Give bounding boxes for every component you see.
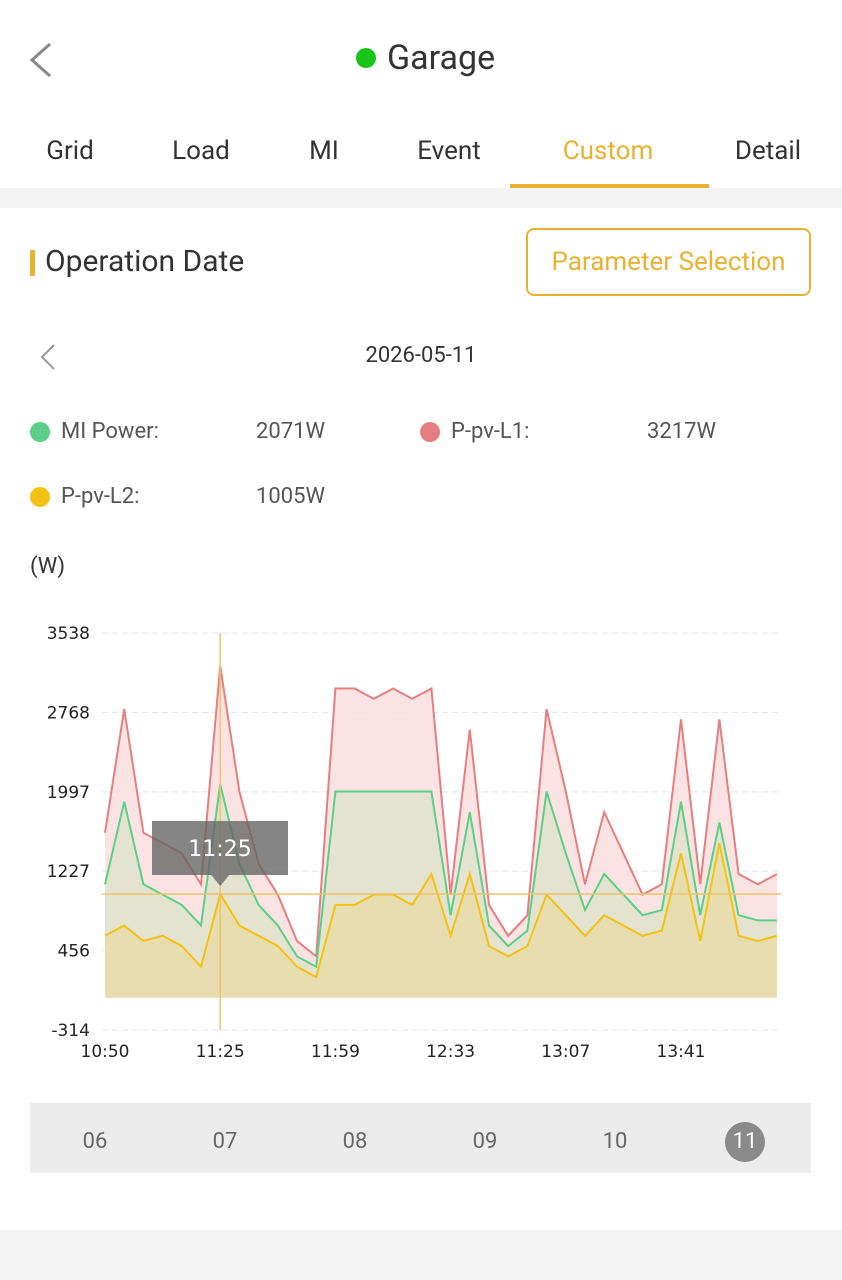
x-tick-label: 13:41 [657,1042,706,1062]
y-tick-label: 3538 [47,624,90,644]
day[interactable]: 10 [602,1129,628,1154]
y-axis-label: (W) [30,554,66,579]
divider [0,188,842,208]
area-fill [105,843,777,998]
x-tick-label: 11:59 [311,1042,360,1062]
tab[interactable]: Event [417,136,481,166]
tooltip-box [152,821,288,875]
legend-dot [30,487,50,507]
x-tick-label: 13:07 [541,1042,590,1062]
tab[interactable]: Detail [734,136,802,166]
series-line [104,783,777,969]
legend-name: MI Power: [61,419,159,444]
day[interactable]: 07 [212,1129,238,1154]
section-title: Operation Date [45,244,245,279]
parameter-button[interactable]: Parameter Selection [526,228,811,296]
legend-value: 1005W [256,484,325,509]
tab-underline [510,184,709,188]
day[interactable]: 08 [342,1129,368,1154]
legend-value: 3217W [647,419,716,444]
legend-value: 2071W [256,419,325,444]
y-tick-label: 2768 [47,703,90,723]
y-tick-label: -314 [51,1021,90,1041]
y-tick-label: 1227 [47,862,90,882]
x-tick-label: 12:33 [426,1042,475,1062]
legend-dot [420,422,440,442]
y-tick-label: 456 [58,942,90,962]
tooltip-text: 11:25 [188,837,251,862]
series-line [104,665,778,959]
legend-dot [30,422,50,442]
x-tick-label: 11:25 [196,1042,245,1062]
status-dot [356,48,376,68]
tab[interactable]: Custom [562,136,654,166]
day[interactable]: 09 [472,1129,498,1154]
footer-band [0,1230,842,1280]
tooltip-pointer [211,875,230,886]
day[interactable]: 11 [725,1122,765,1162]
day[interactable]: 06 [82,1129,108,1154]
date-label: 2026-05-11 [365,343,477,368]
prev-date[interactable] [38,342,58,372]
tab[interactable]: Grid [46,136,94,166]
x-tick-label: 10:50 [81,1042,130,1062]
day-selector [30,1103,811,1173]
legend-name: P-pv-L1: [451,419,530,444]
page-title: Garage [387,38,496,78]
y-tick-label: 1997 [47,783,90,803]
section-marker [30,250,35,276]
tab[interactable]: MI [309,136,339,166]
chart: -314 456 1227 1997 2768 3538 10:50 11:25 11:59 12… [47,624,781,1062]
tab[interactable]: Load [172,136,230,166]
series-line [104,842,778,979]
legend-name: P-pv-L2: [61,484,140,509]
back-arrow[interactable] [26,40,56,80]
